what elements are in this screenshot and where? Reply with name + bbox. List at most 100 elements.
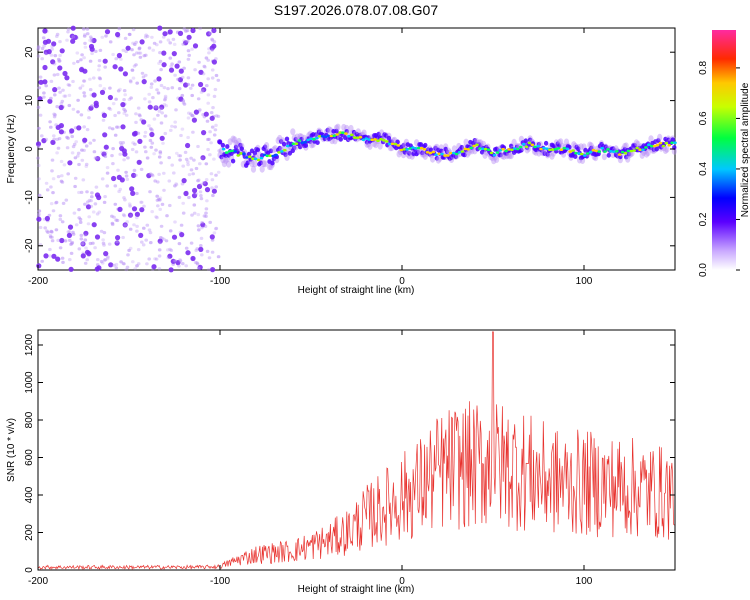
spectrum-peak-point xyxy=(350,133,354,137)
spectrum-noise-point xyxy=(171,51,177,57)
spectrum-noise-point xyxy=(182,27,187,31)
spectrum-noise-point xyxy=(157,172,161,176)
spectrum-halo-point xyxy=(367,142,373,150)
spectrum-noise-point xyxy=(212,231,217,235)
spectrum-noise-point xyxy=(199,236,204,240)
spectrum-noise-point xyxy=(82,56,86,60)
spectrum-ridge-point xyxy=(523,138,528,144)
spectrum-ridge-point xyxy=(543,140,549,146)
spectrum-noise-point xyxy=(80,148,84,152)
spectrum-noise-point xyxy=(184,246,189,250)
spectrum-noise-point xyxy=(209,234,215,240)
spectrum-noise-point xyxy=(43,226,47,230)
spectrum-peak-point xyxy=(265,154,270,158)
spectrum-ridge-point xyxy=(303,143,309,148)
spectrum-noise-point xyxy=(194,192,199,196)
spectrum-noise-point xyxy=(171,37,176,42)
spectrum-noise-point xyxy=(174,63,180,69)
spectrum-noise-point xyxy=(45,38,52,44)
spectrum-noise-point xyxy=(191,172,195,176)
spectrum-noise-point xyxy=(36,47,41,51)
spectrum-noise-point xyxy=(58,90,62,94)
y-tick-label: 1000 xyxy=(24,371,35,394)
spectrum-noise-point xyxy=(66,83,71,87)
spectrum-halo-point xyxy=(635,140,641,148)
spectrum-noise-point xyxy=(138,55,143,59)
spectrum-noise-point xyxy=(191,117,197,123)
snr-frame xyxy=(37,329,676,571)
spectrum-noise-point xyxy=(103,251,109,257)
spectrum-ridge-point xyxy=(444,149,450,155)
spectrum-noise-point xyxy=(100,35,105,39)
spectrum-noise-point xyxy=(149,131,155,138)
spectrum-peak-point xyxy=(344,132,348,135)
spectrum-noise-point xyxy=(121,141,125,145)
spectrum-noise-point xyxy=(115,240,119,244)
spectrum-noise-point xyxy=(114,262,119,267)
spectrum-ridge-point xyxy=(576,146,581,152)
spectrum-noise-point xyxy=(37,193,42,197)
spectrum-ridge-point xyxy=(573,154,578,160)
spectrum-noise-point xyxy=(83,230,89,236)
spectrum-noise-point xyxy=(196,179,200,183)
spectrum-peak-point xyxy=(486,148,491,151)
spectrogram-y-ticks: 20 10 0 -10 -20 xyxy=(24,46,675,253)
y-tick-label: 600 xyxy=(24,449,35,466)
spectrum-ridge-point xyxy=(407,150,412,156)
spectrum-noise-point xyxy=(147,257,151,261)
spectrum-noise-point xyxy=(62,70,68,77)
spectrum-noise-point xyxy=(148,172,153,176)
spectrum-noise-point xyxy=(204,211,208,215)
spectrum-noise-point xyxy=(203,111,209,117)
spectrum-noise-point xyxy=(98,84,103,88)
spectrum-peak-point xyxy=(577,152,581,155)
x-tick-label: -200 xyxy=(28,576,48,587)
spectrum-ridge-point xyxy=(624,154,629,160)
spectrum-peak-point xyxy=(556,147,561,150)
spectrum-noise-point xyxy=(95,156,101,162)
spectrum-noise-point xyxy=(47,98,53,104)
spectrum-ridge-point xyxy=(415,149,421,155)
spectrum-noise-point xyxy=(116,52,122,59)
spectrum-peak-point xyxy=(501,147,506,151)
spectrum-noise-point xyxy=(118,152,122,156)
spectrum-peak-point xyxy=(227,150,232,153)
snr-x-ticks: -200 -100 0 100 xyxy=(28,330,593,587)
spectrum-halo-point xyxy=(249,160,255,168)
colorbar-gradient xyxy=(712,30,736,270)
spectrum-halo-point xyxy=(396,150,402,158)
spectrum-noise-point xyxy=(37,96,43,102)
spectrum-noise-point xyxy=(180,75,185,79)
spectrum-noise-point xyxy=(84,162,89,166)
spectrum-noise-point xyxy=(151,264,157,270)
spectrum-noise-point xyxy=(67,160,73,166)
spectrum-peak-point xyxy=(451,151,456,155)
spectrum-peak-point xyxy=(527,141,532,145)
spectrum-noise-point xyxy=(35,141,42,147)
spectrum-peak-point xyxy=(606,148,610,151)
spectrum-noise-point xyxy=(196,213,201,217)
spectrum-noise-point xyxy=(79,237,84,241)
spectrum-noise-point xyxy=(149,145,154,149)
spectrum-noise-point xyxy=(83,233,88,237)
spectrum-peak-point xyxy=(507,148,511,151)
spectrum-ridge-point xyxy=(386,135,392,141)
spectrum-noise-point xyxy=(131,260,135,264)
spectrum-noise-point xyxy=(214,185,218,189)
spectrum-halo-point xyxy=(558,138,564,146)
spectrum-noise-point xyxy=(186,163,190,167)
y-tick-label: 400 xyxy=(24,486,35,503)
spectrum-noise-point xyxy=(94,185,99,189)
spectrum-noise-point xyxy=(120,124,126,130)
spectrum-noise-point xyxy=(68,266,74,272)
spectrum-halo-point xyxy=(491,157,497,165)
spectrum-noise-point xyxy=(157,248,162,252)
spectrum-noise-point xyxy=(62,94,66,98)
spectrum-peak-point xyxy=(647,143,651,146)
spectrum-noise-point xyxy=(144,53,148,57)
spectrum-noise-point xyxy=(46,230,50,234)
spectrogram-x-label: Height of straight line (km) xyxy=(298,285,415,296)
spectrum-noise-point xyxy=(154,105,159,109)
spectrum-noise-point xyxy=(59,237,65,244)
spectrum-noise-point xyxy=(60,99,65,103)
